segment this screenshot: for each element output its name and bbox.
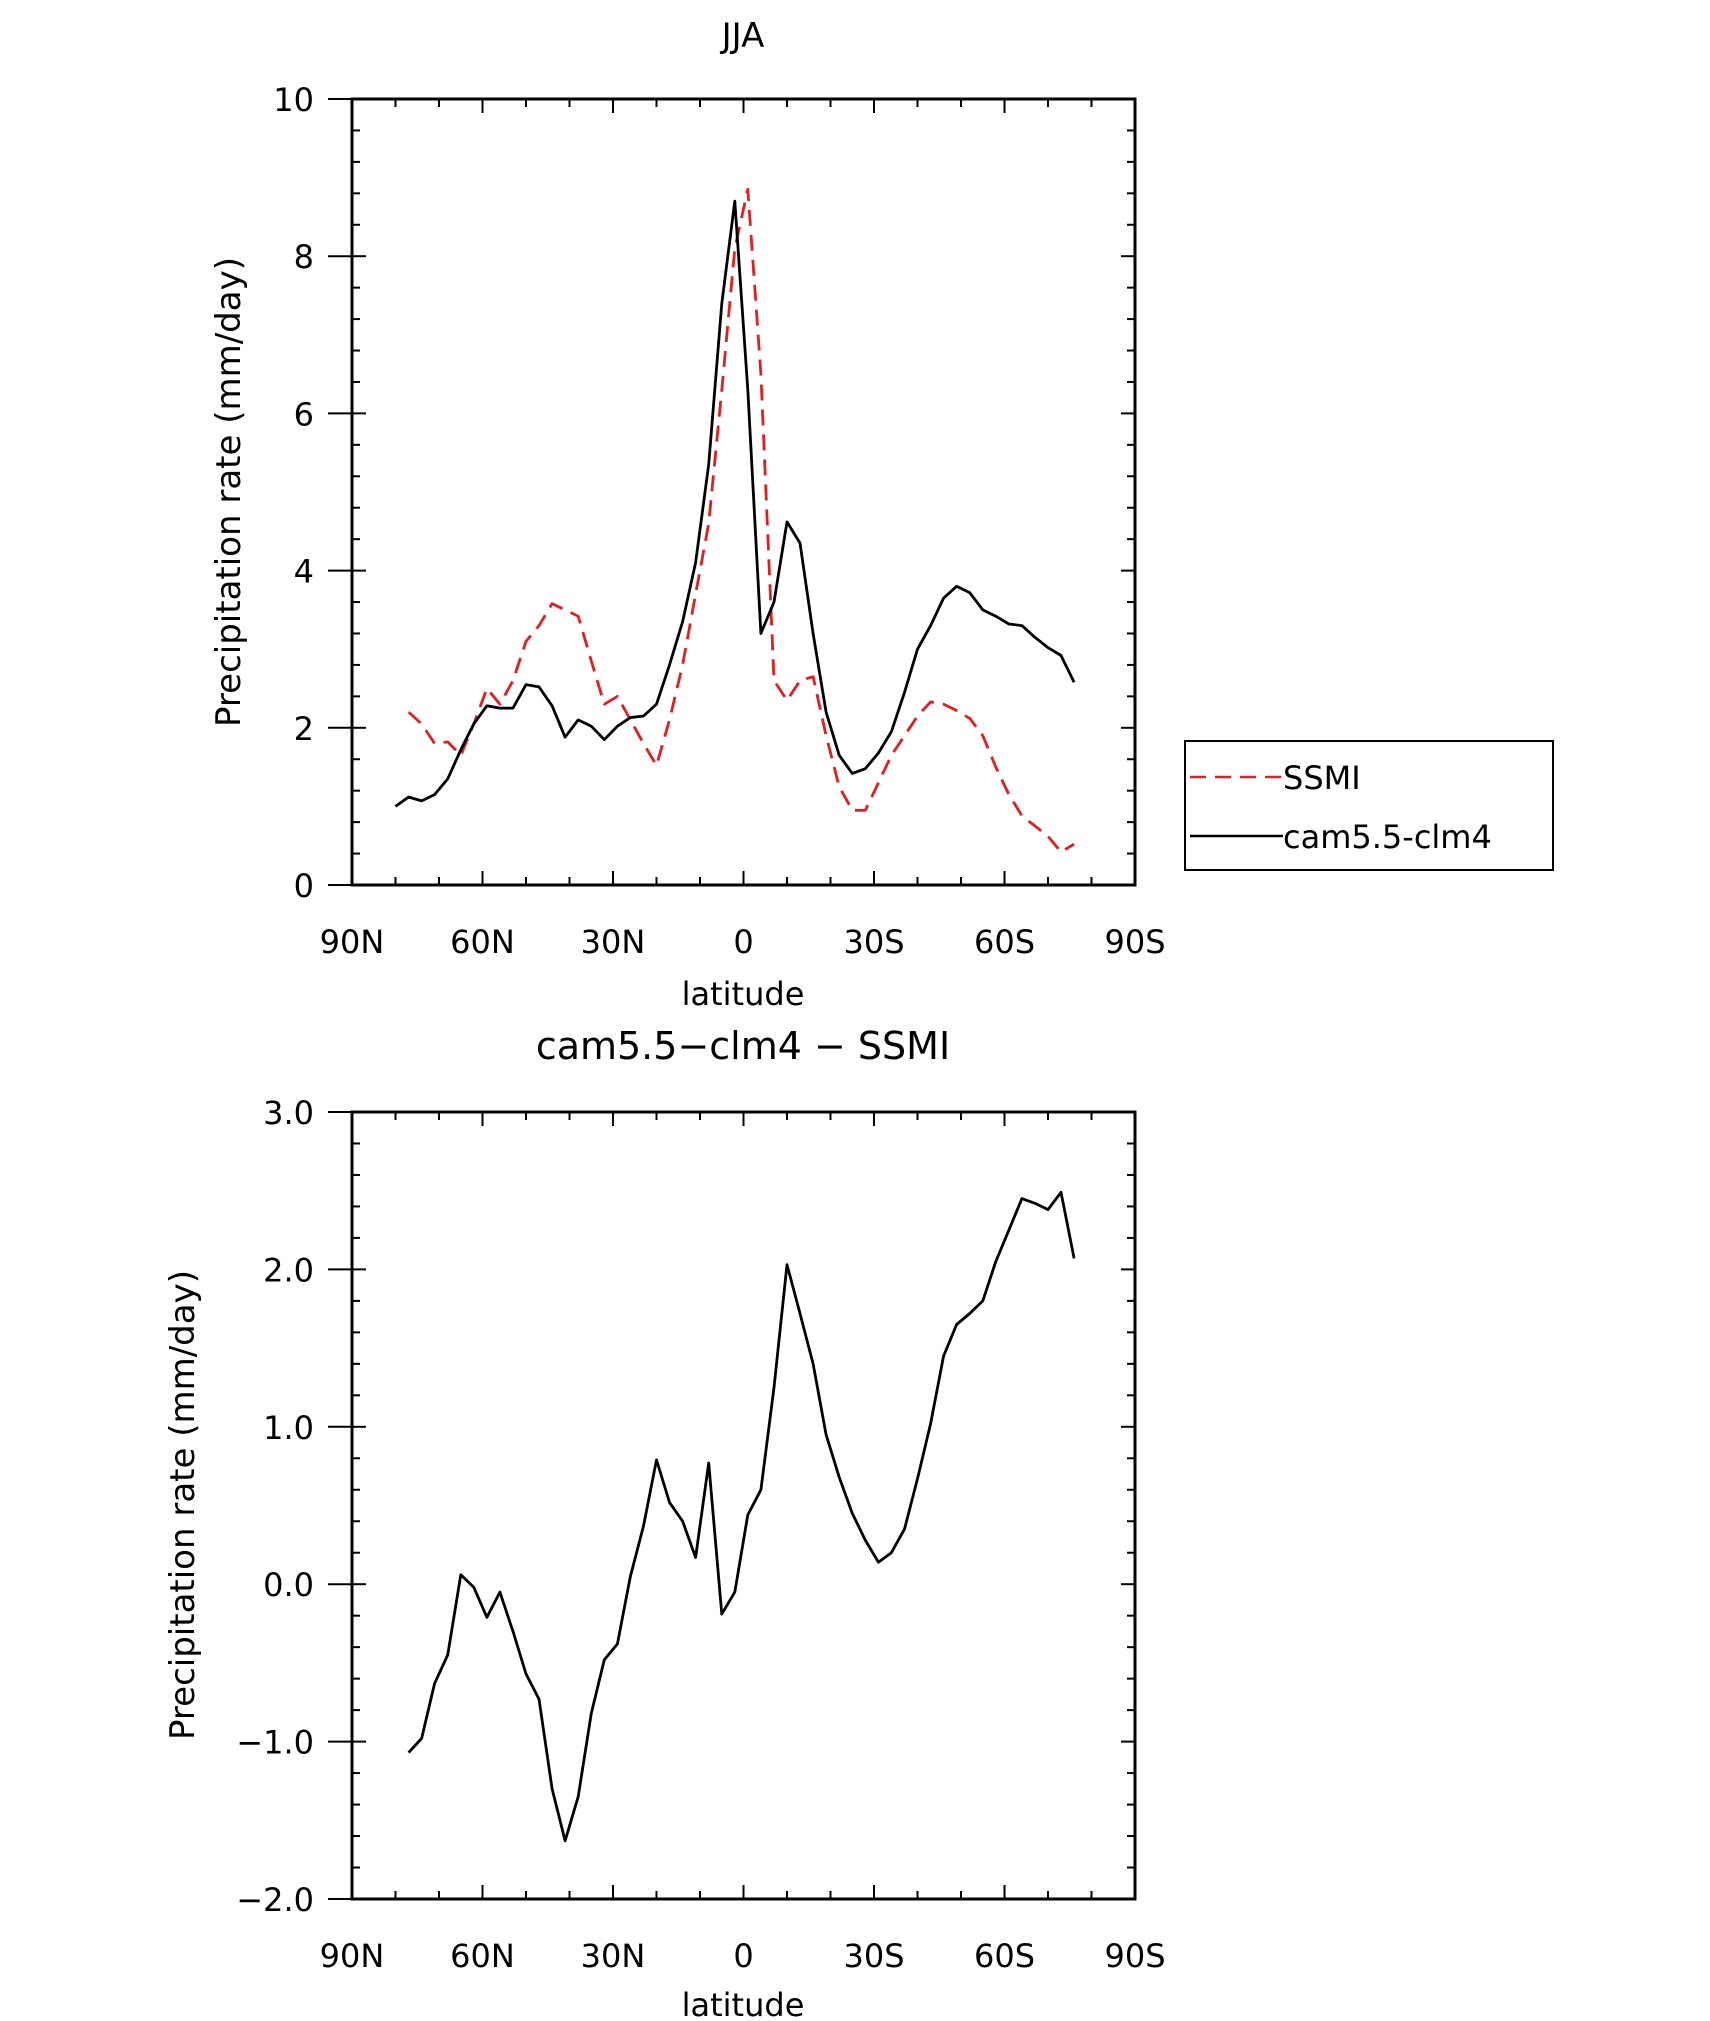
top-x-axis-label: latitude <box>682 975 805 1013</box>
bottom-chart-panel: cam5.5−clm4 − SSMI −2.0−1.00.01.02.03.0 … <box>163 1024 1166 2021</box>
series-line-ssmi <box>407 188 1075 854</box>
x-tick-label: 0 <box>733 923 753 961</box>
y-tick-label: −2.0 <box>236 1881 314 1919</box>
bottom-chart-title: cam5.5−clm4 − SSMI <box>536 1024 950 1068</box>
y-tick-label: 1.0 <box>263 1409 314 1447</box>
y-tick-label: 10 <box>273 81 314 119</box>
legend-label-ssmi: SSMI <box>1283 759 1361 797</box>
x-tick-label: 90S <box>1104 1937 1165 1975</box>
y-tick-label: 2.0 <box>263 1251 314 1289</box>
x-tick-label: 30N <box>581 1937 646 1975</box>
bottom-chart-series <box>407 1190 1076 1843</box>
y-tick-label: 4 <box>294 553 314 591</box>
bottom-chart-ticks <box>328 1111 1136 1900</box>
bottom-y-axis-label: Precipitation rate (mm/day) <box>163 1270 203 1740</box>
top-y-axis-label: Precipitation rate (mm/day) <box>209 257 249 727</box>
x-tick-label: 30S <box>843 1937 904 1975</box>
x-tick-label: 90S <box>1104 923 1165 961</box>
bottom-x-tick-labels: 90N 60N 30N 0 30S 60S 90S <box>320 1937 1166 1975</box>
bottom-y-tick-labels: −2.0 −1.0 0.0 1.0 2.0 3.0 <box>236 1094 314 1919</box>
y-tick-label: 6 <box>294 395 314 433</box>
x-tick-label: 60N <box>450 923 515 961</box>
bottom-chart-frame <box>350 1110 1137 1901</box>
legend-frame <box>1184 740 1554 871</box>
top-chart-title: JJA <box>720 16 765 56</box>
legend-label-cam: cam5.5-clm4 <box>1283 818 1492 856</box>
bottom-x-axis-label: latitude <box>682 1986 805 2021</box>
x-tick-label: 30N <box>581 923 646 961</box>
y-tick-label: 0 <box>294 867 314 905</box>
y-tick-label: 8 <box>294 238 314 276</box>
x-tick-label: 60N <box>450 1937 515 1975</box>
x-tick-label: 90N <box>320 1937 385 1975</box>
x-tick-label: 60S <box>974 1937 1035 1975</box>
legend: SSMI cam5.5-clm4 <box>1184 740 1554 871</box>
top-chart-frame <box>350 97 1137 887</box>
series-line-cam5-5-clm4 <box>394 199 1076 808</box>
x-tick-label: 0 <box>733 1937 753 1975</box>
top-y-tick-labels: 0 2 4 6 8 10 <box>273 81 314 905</box>
top-chart-series <box>394 188 1076 854</box>
top-chart-panel: JJA 0 2 4 6 8 10 90N 60N 30N 0 30S 60S 90S latitude… <box>209 16 1554 1013</box>
y-tick-label: 0.0 <box>263 1566 314 1604</box>
x-tick-label: 60S <box>974 923 1035 961</box>
y-tick-label: −1.0 <box>236 1724 314 1762</box>
series-line-difference <box>407 1190 1076 1843</box>
y-tick-label: 3.0 <box>263 1094 314 1132</box>
x-tick-label: 90N <box>320 923 385 961</box>
x-tick-label: 30S <box>843 923 904 961</box>
y-tick-label: 2 <box>294 710 314 748</box>
top-x-tick-labels: 90N 60N 30N 0 30S 60S 90S <box>320 923 1166 961</box>
